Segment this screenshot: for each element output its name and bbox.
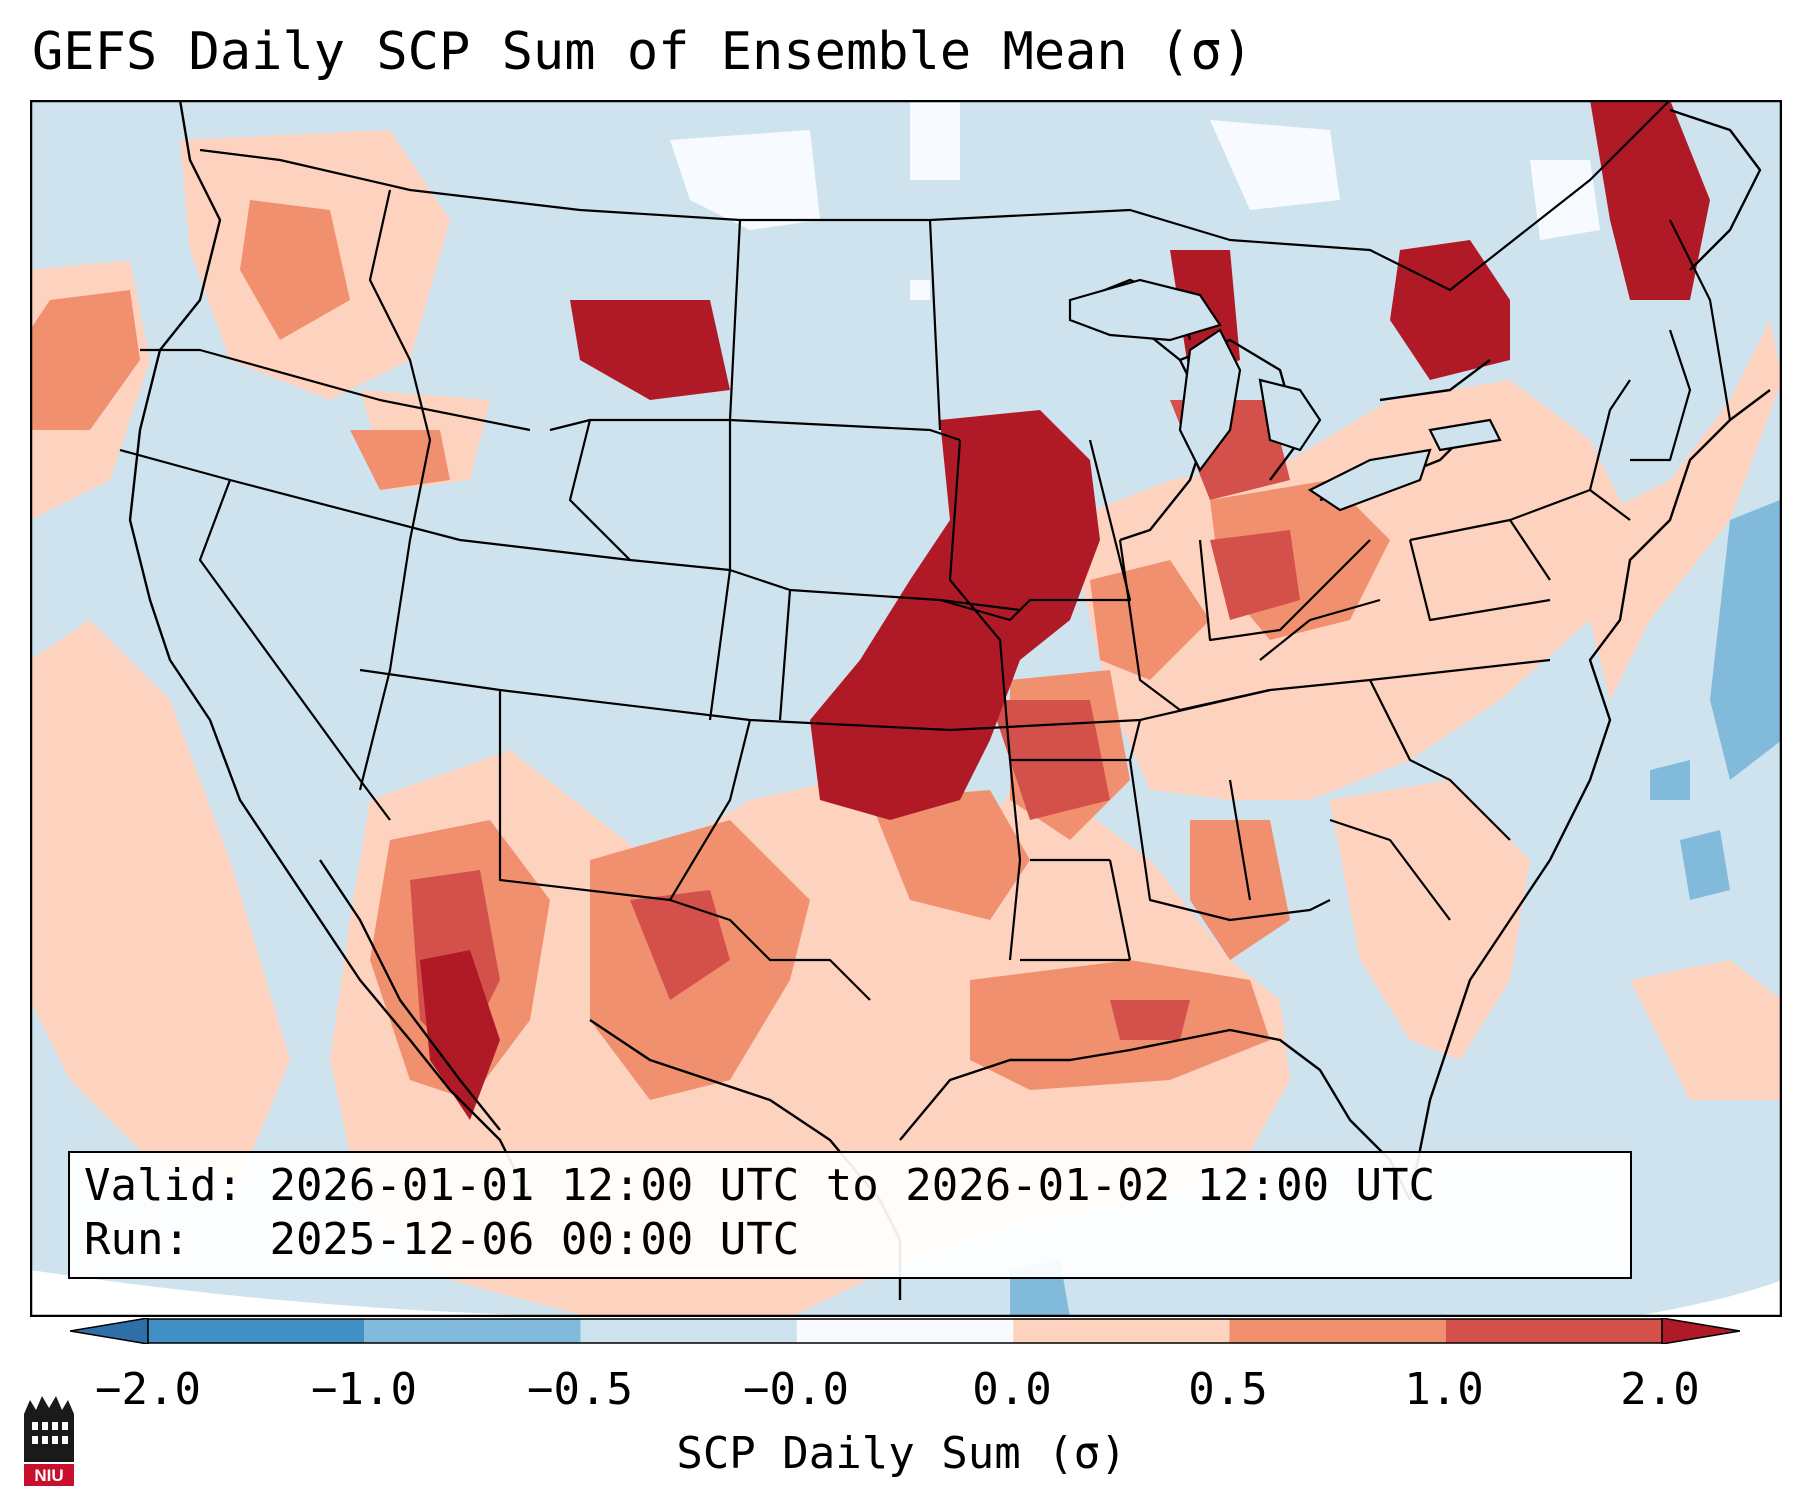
colorbar-tick: −1.0 xyxy=(311,1364,417,1415)
valid-label: Valid: xyxy=(84,1160,243,1211)
colorbar-tick: 2.0 xyxy=(1620,1364,1700,1415)
colorbar-segment xyxy=(364,1319,581,1343)
run-label: Run: xyxy=(84,1214,190,1265)
colorbar-label: SCP Daily Sum (σ) xyxy=(676,1428,1127,1479)
colorbar-extend-max xyxy=(1661,1318,1740,1344)
state-boundaries xyxy=(119,100,1732,1001)
colorbar-tick: 0.5 xyxy=(1188,1364,1268,1415)
colorbar-tick: 0.0 xyxy=(972,1364,1052,1415)
colorbar-segment xyxy=(1445,1319,1662,1343)
colorbar-segments xyxy=(148,1319,1662,1343)
run-row: Run: 2025-12-06 00:00 UTC xyxy=(84,1213,1630,1267)
off-projection-area xyxy=(30,1270,630,1317)
map-title: GEFS Daily SCP Sum of Ensemble Mean (σ) xyxy=(32,22,1253,82)
niu-logo-text: NIU xyxy=(34,1466,63,1485)
colorbar-frame xyxy=(147,1318,1663,1344)
colorbar-tick: 1.0 xyxy=(1404,1364,1484,1415)
off-projection-area xyxy=(1630,1280,1782,1317)
colorbar-segment xyxy=(580,1319,797,1343)
colorbar-tick: −0.5 xyxy=(527,1364,633,1415)
colorbar-segment xyxy=(1013,1319,1230,1343)
scp-field-neutral xyxy=(670,100,1600,300)
colorbar xyxy=(70,1318,1740,1344)
colorbar-segment xyxy=(1229,1319,1446,1343)
great-lakes xyxy=(1068,278,1502,512)
validity-info-box: Valid: 2026-01-01 12:00 UTC to 2026-01-0… xyxy=(68,1151,1632,1279)
run-value: 2025-12-06 00:00 UTC xyxy=(269,1214,800,1265)
scp-field-medium xyxy=(30,200,1390,1100)
colorbar-tick: −0.0 xyxy=(743,1364,849,1415)
map-frame xyxy=(30,100,1782,1317)
colorbar-segment xyxy=(148,1319,365,1343)
niu-logo: NIU xyxy=(24,1396,74,1486)
colorbar-segment xyxy=(796,1319,1014,1343)
colorbar-tick: −2.0 xyxy=(95,1364,201,1415)
valid-value: 2026-01-01 12:00 UTC to 2026-01-02 12:00… xyxy=(269,1160,1436,1211)
valid-row: Valid: 2026-01-01 12:00 UTC to 2026-01-0… xyxy=(84,1159,1630,1213)
coastlines xyxy=(128,100,1771,1300)
colorbar-extend-min xyxy=(70,1318,149,1344)
scp-map xyxy=(30,100,1782,1317)
